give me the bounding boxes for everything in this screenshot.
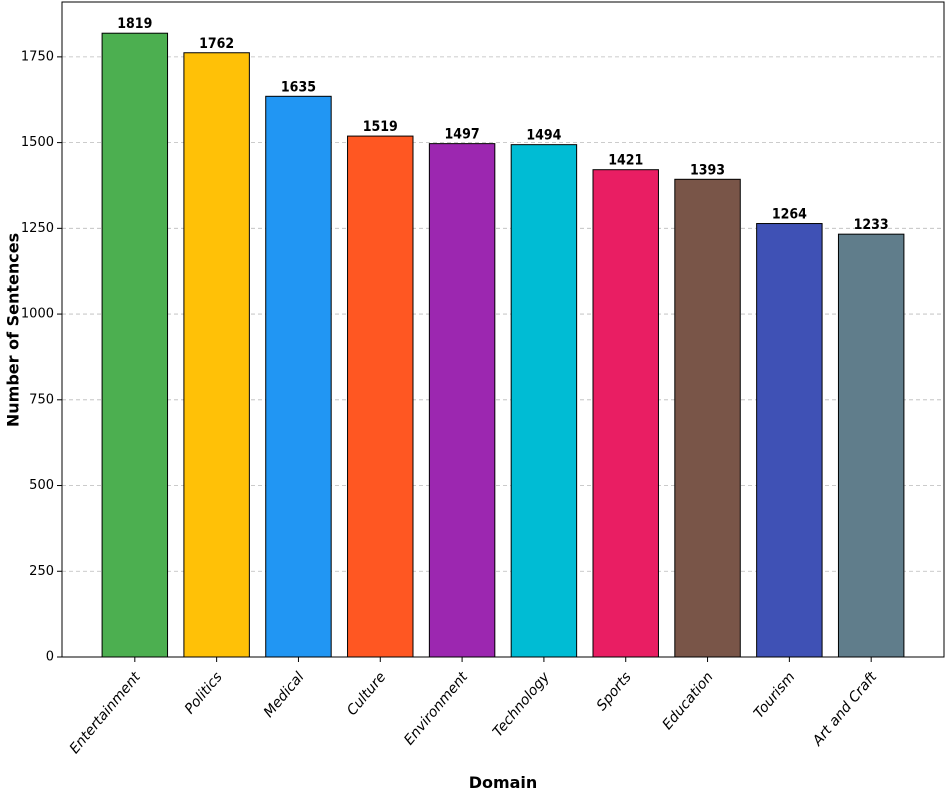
x-tick-label: Art and Craft [809,669,880,750]
x-tick-label: Tourism [751,669,799,721]
y-tick-label: 500 [29,478,54,493]
x-tick-label: Entertainment [67,669,145,757]
x-tick-label: Politics [182,669,226,717]
bar [183,52,250,658]
value-label: 1393 [690,162,725,178]
y-tick-label: 1750 [21,49,54,64]
y-tick-label: 250 [29,564,54,579]
y-tick-label: 0 [46,650,54,665]
plot-frame [61,1,945,658]
x-axis-label: Domain [469,773,538,792]
x-tick-label: Technology [490,669,554,740]
value-label: 1264 [772,207,807,223]
value-label: 1519 [363,119,398,135]
value-label: 1494 [526,128,561,144]
y-tick-label: 750 [29,392,54,407]
bar [837,233,905,658]
x-tick-label: Medical [261,669,308,720]
value-label: 1762 [199,36,234,52]
value-label: 1819 [117,16,152,32]
x-tick-label: Education [660,669,717,733]
bar [756,223,823,658]
value-label: 1497 [445,127,480,143]
bar [265,95,332,658]
bar [592,169,659,658]
x-tick-label: Culture [344,669,389,719]
bar [347,135,414,658]
y-tick-label: 1250 [21,221,54,236]
x-tick-label: Environment [401,669,471,748]
value-label: 1421 [608,153,643,169]
bar [101,32,169,658]
x-tick-label: Sports [594,669,635,714]
bar [510,144,578,658]
bar [674,178,741,658]
y-axis-label: Number of Sentences [4,233,23,427]
value-label: 1635 [281,79,316,95]
y-tick-label: 1000 [21,307,54,322]
y-tick-label: 1500 [21,135,54,150]
bar [428,143,496,658]
value-label: 1233 [854,217,889,233]
